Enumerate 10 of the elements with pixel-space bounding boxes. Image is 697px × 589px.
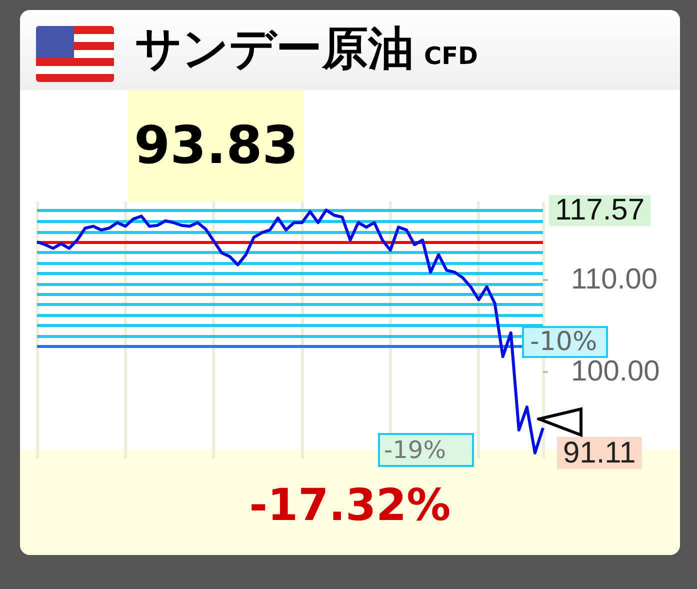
text: -17.32% (248, 480, 452, 531)
annotation: -10% (522, 326, 608, 358)
y-tick-label: 100.00 (571, 355, 660, 388)
ref-line-label: 117.57 (555, 194, 645, 227)
chart-subtitle: CFD (424, 42, 478, 70)
y-tick-label: 110.00 (571, 264, 658, 296)
annotation: -19% (378, 433, 474, 467)
chart-title: サンデー原油 (135, 21, 414, 75)
data-label: 91.11 (562, 436, 636, 470)
text: 93.83 (128, 90, 304, 202)
